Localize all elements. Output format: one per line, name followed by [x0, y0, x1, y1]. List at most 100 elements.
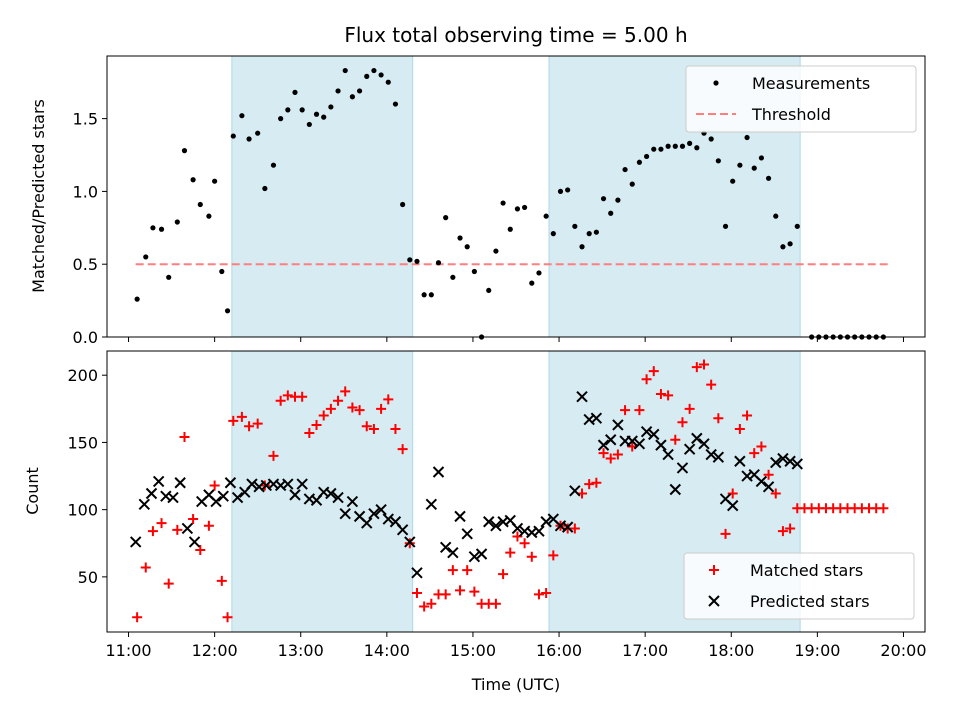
predicted-star-point: [332, 491, 344, 504]
matched-star-point: [455, 585, 466, 596]
measurement-point: [328, 104, 334, 110]
legend-box: [685, 65, 917, 133]
matched-star-point: [584, 479, 595, 490]
measurement-point: [715, 158, 721, 164]
predicted-star-point: [325, 487, 337, 500]
predicted-star-point: [217, 490, 229, 502]
matched-star-point: [325, 403, 336, 414]
measurement-point: [593, 229, 599, 235]
measurement-point: [622, 166, 628, 173]
measurement-point: [694, 145, 700, 151]
measurement-point: [737, 162, 743, 168]
measurement-point: [219, 268, 225, 275]
measurement-point: [299, 107, 305, 113]
predicted-star-point: [626, 435, 638, 447]
y-tick-label: 150: [67, 433, 98, 452]
predicted-star-point: [662, 448, 674, 461]
matched-star-point: [426, 598, 437, 609]
measurement-point: [557, 188, 564, 195]
matched-star-point: [569, 523, 580, 534]
y-axis-label: Matched/Predicted stars: [29, 99, 48, 293]
matched-star-point: [268, 450, 279, 461]
measurement-point: [335, 88, 341, 94]
measurement-point: [150, 225, 156, 231]
measurement-point: [486, 287, 492, 294]
matched-star-point: [620, 405, 631, 416]
measurement-point: [550, 231, 556, 237]
legend-label: Predicted stars: [750, 592, 870, 611]
measurement-point: [679, 143, 686, 149]
measurement-point: [143, 254, 149, 260]
predicted-star-point: [425, 498, 438, 510]
matched-star-point: [147, 526, 158, 537]
predicted-star-point: [726, 499, 739, 512]
measurement-point: [615, 197, 621, 203]
measurement-point: [572, 223, 578, 229]
matched-star-point: [244, 421, 255, 432]
matched-star-point: [361, 421, 372, 432]
x-tick-label: 11:00: [105, 641, 151, 660]
x-tick-label: 18:00: [708, 641, 754, 660]
measurement-point: [507, 226, 513, 232]
observing-window-band: [231, 55, 414, 338]
measurement-point: [722, 223, 729, 229]
matched-star-point: [462, 565, 473, 576]
predicted-star-point: [231, 491, 244, 504]
matched-star-point: [203, 520, 214, 531]
matched-star-point: [763, 469, 774, 480]
matched-star-point: [541, 588, 552, 599]
predicted-star-point: [375, 503, 387, 516]
measurement-point: [378, 72, 384, 78]
y-axis-label: Count: [23, 467, 42, 515]
y-tick-label: 1.5: [73, 110, 98, 129]
measurement-point: [780, 244, 786, 250]
matched-star-point: [188, 514, 199, 525]
measurement-point: [278, 116, 284, 122]
predicted-star-point: [145, 487, 158, 500]
predicted-star-point: [296, 478, 308, 490]
measurement-point: [471, 268, 477, 275]
matched-star-point: [209, 480, 220, 491]
measurement-point: [313, 111, 320, 117]
legend: Matched stars Predicted stars: [683, 552, 915, 620]
matched-star-point: [132, 612, 143, 623]
measurement-point: [758, 155, 765, 161]
figure-title: Flux total observing time = 5.00 h: [344, 23, 687, 47]
measurement-point: [672, 143, 678, 149]
matched-star-point: [720, 528, 731, 539]
predicted-star-point: [691, 432, 703, 445]
measurement-point: [643, 153, 650, 160]
measurement-point: [636, 159, 643, 165]
matched-star-point: [376, 403, 387, 414]
measurement-point: [270, 162, 277, 168]
matched-star-point: [333, 395, 344, 406]
measurement-point: [392, 101, 399, 107]
measurement-point: [751, 165, 757, 171]
matched-star-point: [419, 601, 430, 612]
measurement-point: [342, 67, 348, 74]
matched-star-point: [252, 418, 263, 429]
predicted-star-point: [734, 455, 746, 467]
matched-star-point: [756, 441, 767, 452]
measurement-point: [385, 79, 391, 85]
matched-star-point: [727, 488, 738, 499]
matched-star-point: [440, 589, 451, 600]
y-tick-label: 1.0: [73, 182, 98, 201]
matched-star-point: [612, 449, 623, 460]
measurement-point: [421, 292, 427, 298]
measurement-point: [371, 67, 377, 74]
y-tick-label: 50: [78, 568, 98, 587]
measurement-point: [255, 130, 261, 136]
y-tick-label: 100: [67, 501, 98, 520]
measurement-point: [450, 274, 456, 280]
predicted-star-point: [561, 521, 574, 533]
measurement-point: [174, 219, 180, 225]
predicted-star-point: [174, 477, 186, 489]
measurement-point: [457, 235, 463, 241]
y-tick-label: 0.5: [73, 255, 98, 274]
predicted-star-point: [640, 425, 653, 438]
matched-star-point: [411, 588, 422, 599]
flux-ratio-panel: 0.0 0.5 1.0 1.5 Matched/Predicted stars Measu…: [29, 55, 926, 347]
matched-star-point: [447, 565, 458, 576]
measurement-point: [206, 213, 212, 219]
